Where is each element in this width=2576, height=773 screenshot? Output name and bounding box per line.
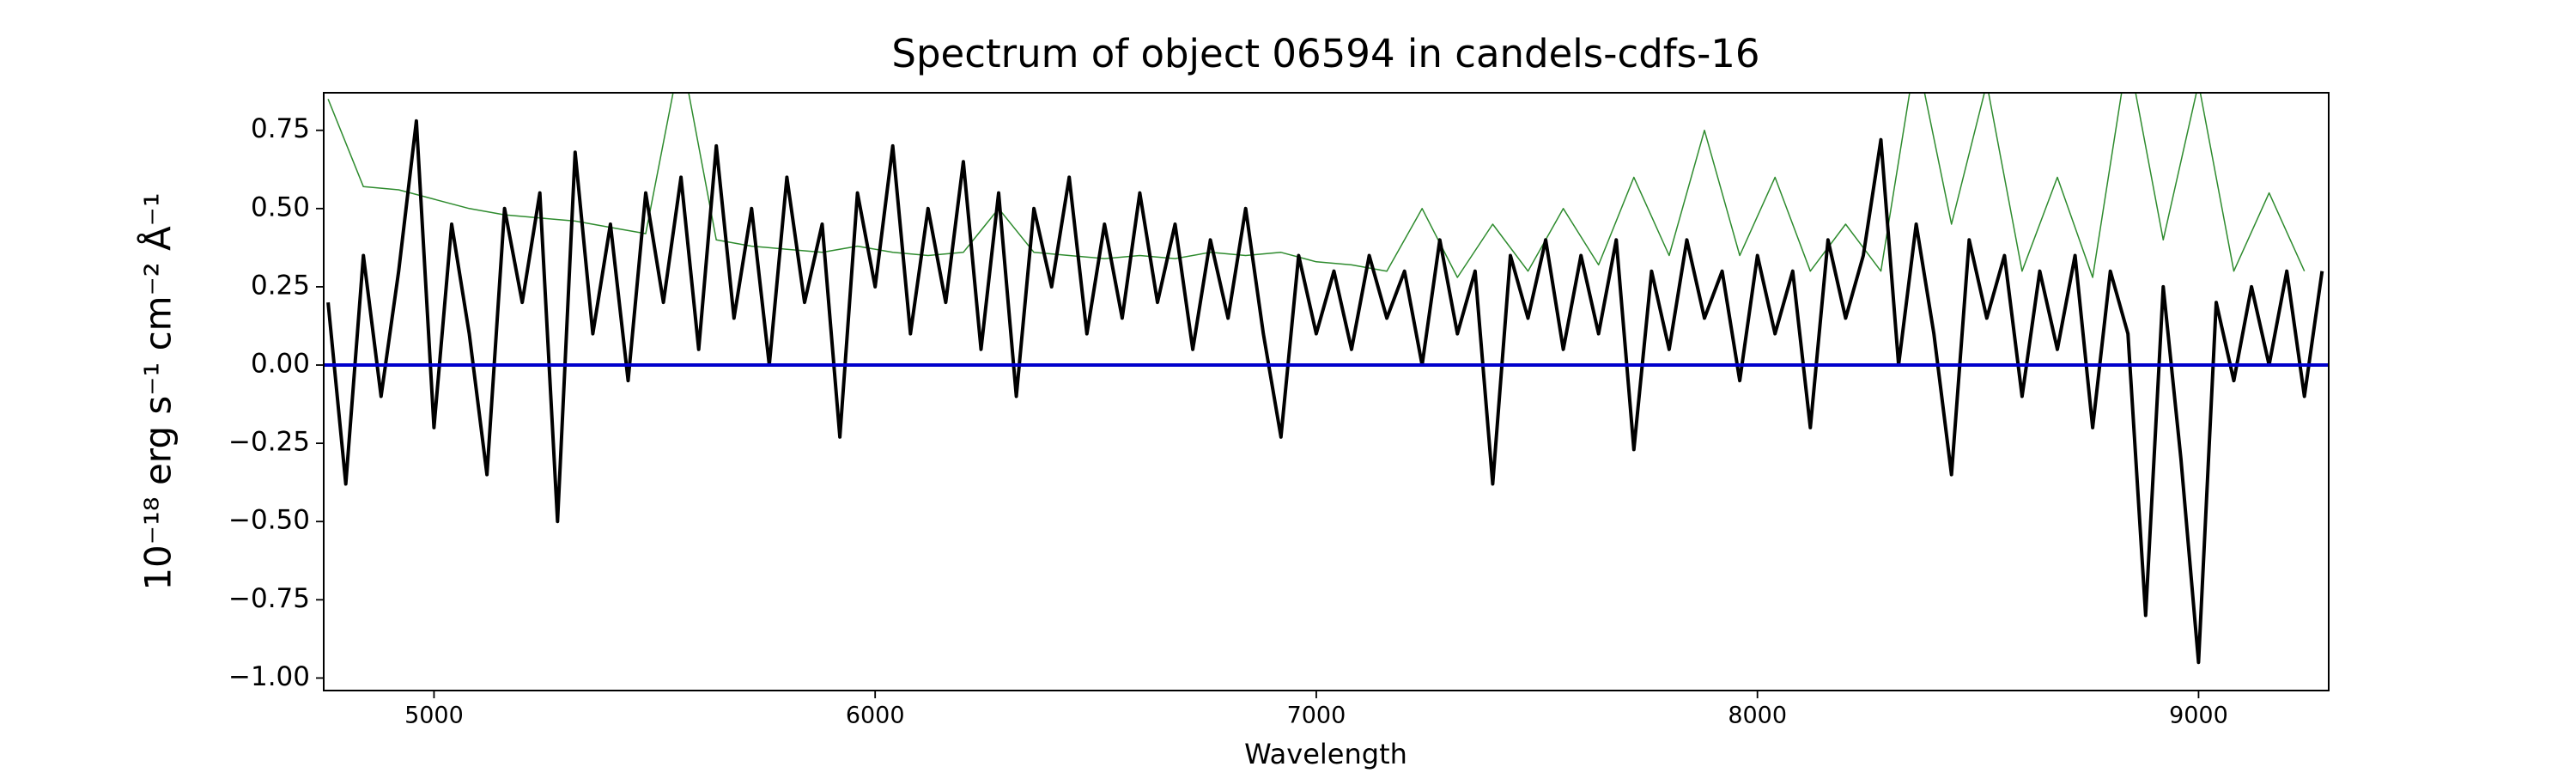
y-tick-label: −0.75	[228, 583, 310, 614]
series-line	[327, 93, 2306, 278]
y-tick-label: −0.50	[228, 505, 310, 536]
y-tick-label: 0.00	[251, 349, 310, 380]
y-axis-label: 10⁻¹⁸ erg s⁻¹ cm⁻² Å⁻¹	[137, 192, 179, 590]
x-tick-label: 9000	[2169, 703, 2228, 729]
x-tick-label: 8000	[1728, 703, 1787, 729]
series-line	[326, 119, 2324, 665]
y-tick-label: 0.50	[251, 192, 310, 222]
chart-title: Spectrum of object 06594 in candels-cdfs…	[891, 31, 1759, 76]
y-tick-label: −0.25	[228, 427, 310, 458]
plot-lines	[324, 93, 2329, 665]
x-axis-label: Wavelength	[1244, 738, 1407, 770]
x-tick-label: 5000	[404, 703, 464, 729]
x-tick-label: 7000	[1287, 703, 1346, 729]
y-tick-label: −1.00	[228, 661, 310, 692]
y-tick-label: 0.75	[251, 113, 310, 144]
plot-frame	[323, 92, 2330, 691]
y-tick-label: 0.25	[251, 270, 310, 301]
x-tick-label: 6000	[846, 703, 905, 729]
